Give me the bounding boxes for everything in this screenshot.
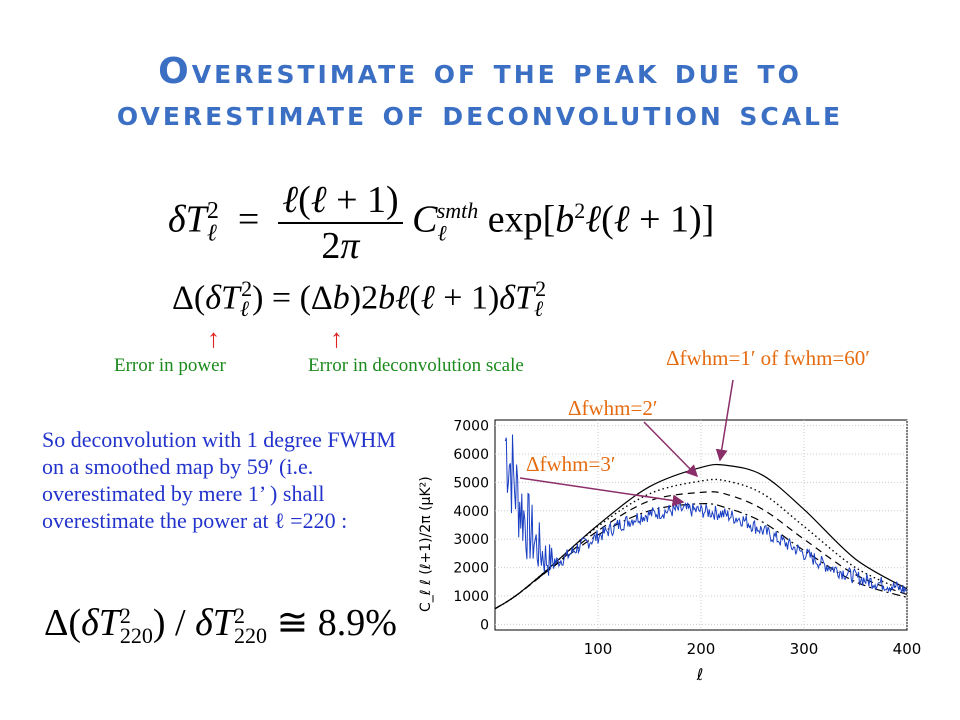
- x-tick-label: 200: [687, 640, 716, 658]
- arrow-up-icon: ↑: [330, 324, 343, 353]
- y-tick-label: 7000: [453, 419, 489, 435]
- label-error-in-power: Error in power: [114, 355, 226, 376]
- annotation-arrow-3: [519, 477, 685, 507]
- series-line-dotted: [494, 478, 908, 610]
- equation-main: δTℓ2 = ℓ(ℓ + 1) 2π Cℓsmth exp[b2ℓ(ℓ + 1)]: [168, 179, 715, 267]
- explanation-text: So deconvolution with 1 degree FWHM on a…: [42, 427, 396, 533]
- annotation-arrow-2: [643, 421, 699, 478]
- series-line-dashed: [494, 491, 908, 610]
- y-tick-label: 1000: [453, 589, 489, 605]
- annotation-fwhm1: Δfwhm=1′ of fwhm=60′: [666, 346, 870, 370]
- slide-title-line1: Overestimate of the peak due to: [158, 51, 802, 92]
- y-tick-label: 5000: [453, 475, 489, 491]
- x-tick-label: 400: [893, 640, 922, 658]
- annotation-arrow-1: [715, 379, 734, 462]
- y-tick-label: 6000: [453, 447, 489, 463]
- series-line-dashdot: [494, 503, 908, 610]
- equation-error: Δ(δTℓ2) = (Δb)2bℓ(ℓ + 1)δTℓ2: [172, 276, 547, 322]
- equation-result: Δ(δT 2 220) / δT 2 220 ≅ 8.9%: [44, 602, 397, 649]
- annotation-fwhm3: Δfwhm=3′: [526, 452, 616, 476]
- arrow-up-icon: ↑: [207, 324, 220, 353]
- annotation-fwhm2: Δfwhm=2′: [568, 396, 658, 420]
- y-tick-label: 3000: [453, 532, 489, 548]
- x-tick-label: 100: [584, 640, 613, 658]
- y-tick-label: 4000: [453, 504, 489, 520]
- y-tick-label: 2000: [453, 561, 489, 577]
- y-tick-label: 0: [480, 617, 489, 633]
- x-tick-label: 300: [790, 640, 819, 658]
- x-axis-label: ℓ: [696, 665, 704, 684]
- slide-title-line2: overestimate of deconvolution scale: [116, 93, 844, 134]
- y-axis-label: C_ℓ ℓ (ℓ+1)/2π (μK²): [418, 476, 434, 612]
- series-line-solid: [494, 463, 908, 610]
- label-error-in-deconvolution: Error in deconvolution scale: [308, 355, 524, 376]
